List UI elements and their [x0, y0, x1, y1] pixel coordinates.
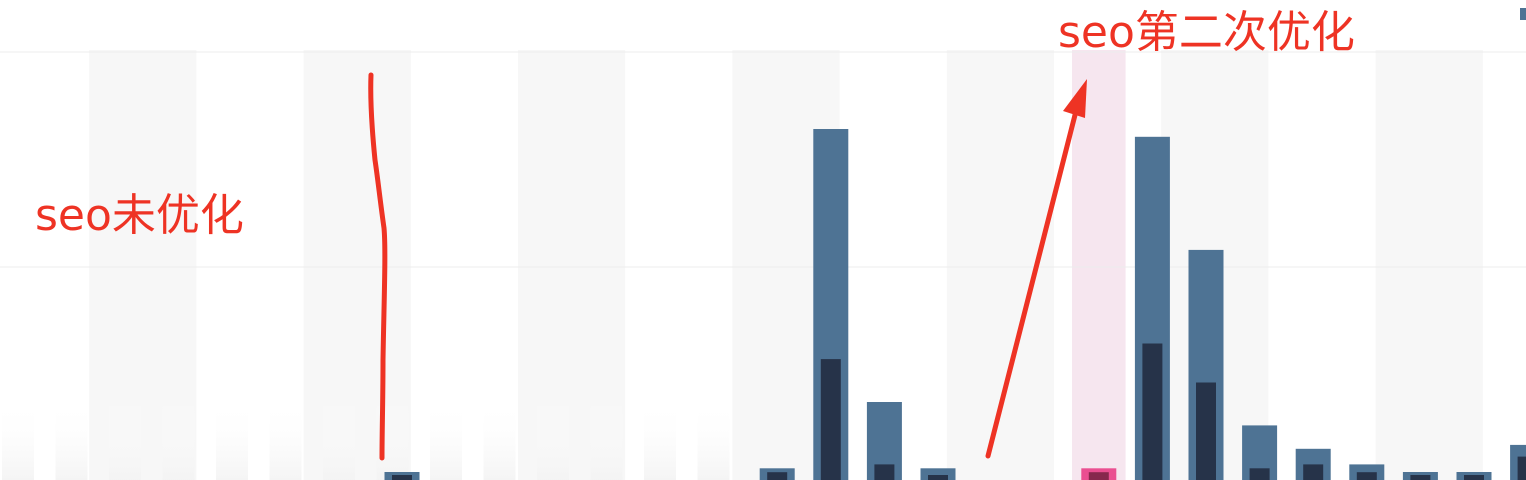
bar-inner	[1142, 344, 1162, 480]
bar-inner	[874, 464, 894, 480]
faint-bar	[109, 400, 141, 480]
bar-inner	[1250, 468, 1270, 480]
faint-bar	[644, 400, 676, 480]
bar-inner	[392, 475, 412, 480]
faint-bar	[216, 400, 248, 480]
corner-mark	[1520, 8, 1526, 20]
faint-bar	[323, 400, 355, 480]
bar-inner	[1518, 457, 1526, 480]
faint-bar	[2, 400, 34, 480]
bar-inner	[767, 472, 787, 480]
annotation-before-label: seo未优化	[35, 190, 244, 241]
faint-bar	[484, 400, 516, 480]
faint-bar	[163, 400, 195, 480]
column-bands	[89, 50, 1526, 480]
bar-inner	[1357, 472, 1377, 480]
column-band	[1376, 50, 1483, 480]
bar-inner	[1196, 383, 1216, 480]
faint-bar	[591, 400, 623, 480]
bar-inner	[1464, 475, 1484, 480]
faint-bar	[698, 400, 730, 480]
bar-inner-highlighted	[1089, 472, 1109, 480]
annotation-after-label: seo第二次优化	[1058, 7, 1355, 58]
bar-inner	[1303, 464, 1323, 480]
bar-inner	[821, 359, 841, 480]
bar-inner	[928, 475, 948, 480]
faint-bar	[270, 400, 302, 480]
faint-bar	[430, 400, 462, 480]
faint-bar	[537, 400, 569, 480]
faint-bar	[56, 400, 88, 480]
bar-inner	[1410, 475, 1430, 480]
